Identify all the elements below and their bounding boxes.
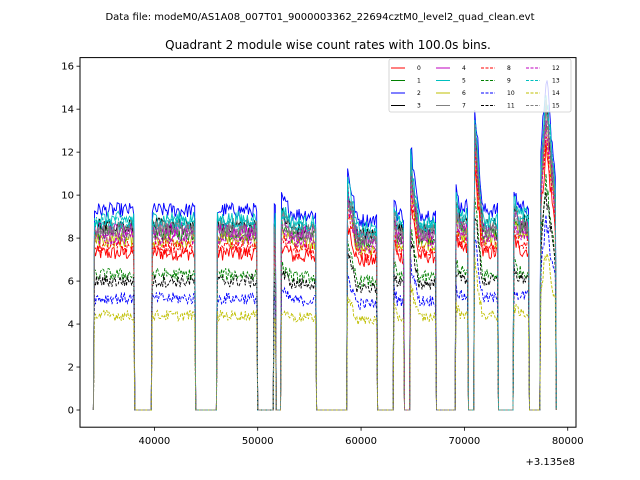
legend-label-15: 15 <box>552 103 560 110</box>
series-line-6 <box>92 122 557 411</box>
legend-label-12: 12 <box>552 65 560 72</box>
figure-suptitle: Data file: modeM0/AS1A08_007T01_90000033… <box>105 12 534 23</box>
series-line-11 <box>92 192 557 411</box>
legend-label-10: 10 <box>507 90 515 97</box>
legend-label-3: 3 <box>417 103 421 110</box>
x-tick-label: 80000 <box>552 436 584 447</box>
legend-label-8: 8 <box>507 65 511 72</box>
legend-label-2: 2 <box>417 90 421 97</box>
legend-label-5: 5 <box>462 78 466 85</box>
y-tick-label: 10 <box>61 191 74 202</box>
y-tick-label: 4 <box>68 320 74 331</box>
legend-label-9: 9 <box>507 78 511 85</box>
y-tick-label: 2 <box>68 363 74 374</box>
series-line-10 <box>92 214 557 411</box>
x-tick-label: 60000 <box>345 436 377 447</box>
legend-label-1: 1 <box>417 78 421 85</box>
series-line-2 <box>92 80 557 411</box>
x-tick-label: 40000 <box>138 436 170 447</box>
legend-label-13: 13 <box>552 78 560 85</box>
series-line-13 <box>92 105 557 411</box>
legend-label-7: 7 <box>462 103 466 110</box>
legend-label-0: 0 <box>417 65 421 72</box>
y-tick-label: 14 <box>61 105 74 116</box>
axes-frame <box>79 57 577 428</box>
y-tick-label: 8 <box>68 234 74 245</box>
series-line-0 <box>92 140 557 411</box>
series-line-12 <box>92 120 557 411</box>
legend-box <box>388 58 572 113</box>
legend-label-11: 11 <box>507 103 515 110</box>
series-line-9 <box>92 173 557 411</box>
legend-label-6: 6 <box>462 90 466 97</box>
chart-title: Quadrant 2 module wise count rates with … <box>165 38 491 52</box>
y-tick-label: 12 <box>61 148 74 159</box>
x-axis-offset-label: +3.135e8 <box>525 457 575 468</box>
series-line-1 <box>92 122 557 411</box>
y-tick-label: 6 <box>68 277 74 288</box>
plot-area <box>92 80 557 411</box>
series-line-14 <box>92 253 557 411</box>
legend-label-14: 14 <box>552 90 560 97</box>
y-tick-label: 16 <box>61 62 74 73</box>
y-tick-label: 0 <box>68 406 74 417</box>
series-line-15 <box>92 99 557 411</box>
x-tick-label: 70000 <box>448 436 480 447</box>
series-line-8 <box>92 135 557 411</box>
x-tick-label: 50000 <box>242 436 274 447</box>
legend-label-4: 4 <box>462 65 466 72</box>
series-line-3 <box>92 110 557 411</box>
